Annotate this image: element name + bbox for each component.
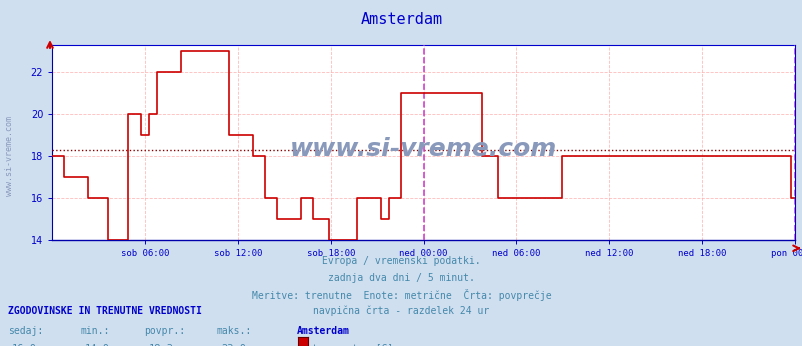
Text: 23,0: 23,0: [221, 344, 245, 346]
Text: maks.:: maks.:: [217, 326, 252, 336]
Text: Evropa / vremenski podatki.: Evropa / vremenski podatki.: [322, 256, 480, 266]
Text: sedaj:: sedaj:: [8, 326, 43, 336]
Text: Amsterdam: Amsterdam: [360, 12, 442, 27]
Text: Amsterdam: Amsterdam: [297, 326, 350, 336]
Text: temperatura[C]: temperatura[C]: [311, 344, 393, 346]
Text: 14,0: 14,0: [84, 344, 109, 346]
Text: www.si-vreme.com: www.si-vreme.com: [290, 137, 557, 161]
Text: 16,0: 16,0: [12, 344, 37, 346]
Text: www.si-vreme.com: www.si-vreme.com: [5, 116, 14, 196]
Text: navpična črta - razdelek 24 ur: navpična črta - razdelek 24 ur: [313, 306, 489, 316]
Text: 18,3: 18,3: [148, 344, 173, 346]
Text: Meritve: trenutne  Enote: metrične  Črta: povprečje: Meritve: trenutne Enote: metrične Črta: …: [251, 289, 551, 301]
Text: povpr.:: povpr.:: [144, 326, 185, 336]
Text: min.:: min.:: [80, 326, 110, 336]
Text: zadnja dva dni / 5 minut.: zadnja dva dni / 5 minut.: [328, 273, 474, 283]
Text: ZGODOVINSKE IN TRENUTNE VREDNOSTI: ZGODOVINSKE IN TRENUTNE VREDNOSTI: [8, 306, 201, 316]
